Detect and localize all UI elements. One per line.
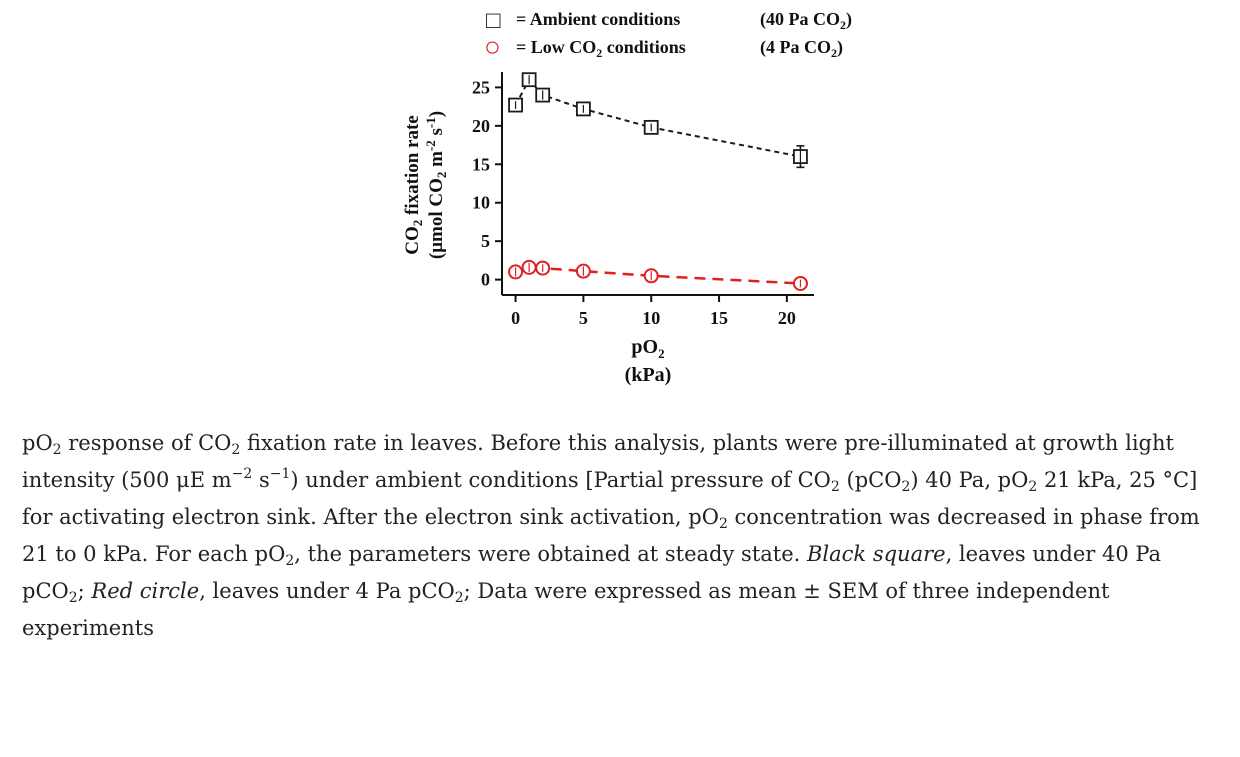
caption-part: , leaves under 40 Pa pCO — [22, 542, 1162, 603]
caption-emphasis: Black square — [807, 542, 946, 566]
legend-label-ambient: Ambient conditions — [530, 9, 681, 29]
ylabel-line2-sub1: 2 — [434, 172, 449, 179]
caption-text: pO2 response of CO2 fixation rate in lea… — [22, 425, 1222, 647]
caption-sub: 2 — [68, 590, 78, 606]
figure-caption: pO2 response of CO2 fixation rate in lea… — [22, 425, 1222, 647]
xlabel-main: pO — [631, 336, 658, 358]
caption-emphasis: Red circle — [91, 579, 200, 603]
legend-eq-ambient: = — [516, 9, 530, 29]
x-tick-label: 0 — [511, 308, 520, 328]
caption-part: response of CO — [61, 431, 232, 455]
x-tick-label: 10 — [642, 308, 660, 328]
y-tick-label: 0 — [481, 270, 490, 290]
svg-text:pO2: pO2 — [631, 336, 664, 361]
caption-part: ; — [77, 579, 92, 603]
y-tick-label: 25 — [472, 77, 490, 97]
ylabel-line2-mid: m — [426, 151, 447, 172]
xlabel-sub: 2 — [658, 346, 665, 361]
legend: □ = Ambient conditions (40 Pa CO2) ○ = L… — [484, 8, 852, 63]
caption-part: ; Data were expressed as mean ± SEM of t… — [22, 579, 1110, 640]
svg-text:CO2 fixation rate: CO2 fixation rate — [402, 115, 425, 254]
ylabel-line2-pre: (μmol CO — [426, 178, 447, 259]
svg-text:= Low CO2 conditions: = Low CO2 conditions — [516, 37, 686, 60]
series-low-co2 — [508, 259, 808, 291]
y-tick-label: 10 — [472, 193, 490, 213]
caption-part: pO — [22, 431, 53, 455]
ylabel-line2-sup2: -1 — [423, 117, 438, 128]
x-ticks: 0 5 10 15 20 — [511, 295, 796, 328]
y-axis-label: CO2 fixation rate (μmol CO2 m-2 s-1) — [402, 111, 449, 259]
y-tick-label: 5 — [481, 231, 490, 251]
legend-symbol-circle: ○ — [484, 32, 501, 63]
series-line — [514, 77, 801, 158]
x-tick-label: 5 — [579, 308, 588, 328]
svg-text:(μmol CO2 m-2 s-1): (μmol CO2 m-2 s-1) — [423, 111, 449, 259]
legend-cond-low-post: ) — [837, 37, 843, 58]
caption-sub: 2 — [454, 590, 464, 606]
ylabel-line1-post: fixation rate — [402, 115, 423, 219]
legend-cond-low-pre: (4 Pa CO — [760, 37, 831, 58]
legend-label-low-sub: 2 — [596, 46, 602, 60]
caption-part: (pCO — [839, 468, 902, 492]
ylabel-line2-mid2: s — [426, 128, 447, 140]
legend-entry-low-co2: ○ = Low CO2 conditions (4 Pa CO2) — [484, 32, 843, 63]
legend-symbol-square: □ — [486, 8, 501, 34]
caption-sub: 2 — [1028, 479, 1038, 495]
ylabel-line2-sup1: -2 — [423, 140, 438, 151]
svg-text:= Ambient conditions: = Ambient conditions — [516, 9, 680, 29]
caption-part: , leaves under 4 Pa pCO — [199, 579, 455, 603]
ylabel-line2-post: ) — [426, 111, 447, 117]
ylabel-line1-sub: 2 — [410, 220, 425, 227]
legend-cond-ambient-pre: (40 Pa CO — [760, 9, 840, 30]
caption-sup: −1 — [269, 466, 291, 482]
caption-part: ) under ambient conditions [Partial pres… — [290, 468, 831, 492]
y-tick-label: 20 — [472, 116, 490, 136]
chart: □ = Ambient conditions (40 Pa CO2) ○ = L… — [402, 8, 852, 386]
caption-sub: 2 — [830, 479, 840, 495]
x-tick-label: 20 — [778, 308, 796, 328]
series-layer — [508, 72, 808, 291]
caption-sub: 2 — [285, 553, 295, 569]
caption-sub: 2 — [231, 442, 241, 458]
xlabel-unit: (kPa) — [625, 364, 672, 386]
x-tick-label: 15 — [710, 308, 728, 328]
legend-cond-low-sub: 2 — [831, 46, 837, 60]
y-ticks: 0 5 10 15 20 25 — [472, 77, 502, 290]
y-tick-label: 15 — [472, 154, 490, 174]
legend-cond-ambient-post: ) — [846, 9, 852, 30]
caption-part: , the parameters were obtained at steady… — [294, 542, 807, 566]
caption-part: 21 kPa, 25 °C] for activating electron s… — [22, 468, 1198, 529]
series-ambient — [508, 72, 808, 169]
legend-cond-ambient-sub: 2 — [840, 18, 846, 32]
figure: □ = Ambient conditions (40 Pa CO2) ○ = L… — [402, 8, 852, 386]
caption-part: ) 40 Pa, pO — [910, 468, 1029, 492]
legend-entry-ambient: □ = Ambient conditions (40 Pa CO2) — [486, 8, 852, 34]
svg-text:(40 Pa CO2): (40 Pa CO2) — [760, 9, 852, 32]
caption-part: concentration was decreased in phase fro… — [22, 505, 1200, 566]
caption-part: s — [252, 468, 270, 492]
caption-sub: 2 — [52, 442, 62, 458]
legend-eq-low: = — [516, 37, 531, 57]
legend-label-low-pre: Low CO — [531, 37, 597, 57]
caption-sup: −2 — [231, 466, 253, 482]
caption-sub: 2 — [901, 479, 911, 495]
svg-text:(4 Pa CO2): (4 Pa CO2) — [760, 37, 843, 60]
caption-sub: 2 — [718, 516, 728, 532]
caption-part: fixation rate in leaves. Before this ana… — [22, 431, 1174, 492]
ylabel-line1-pre: CO — [402, 226, 423, 255]
legend-label-low-post: conditions — [602, 37, 686, 57]
x-axis-label: pO2 (kPa) — [625, 336, 672, 386]
